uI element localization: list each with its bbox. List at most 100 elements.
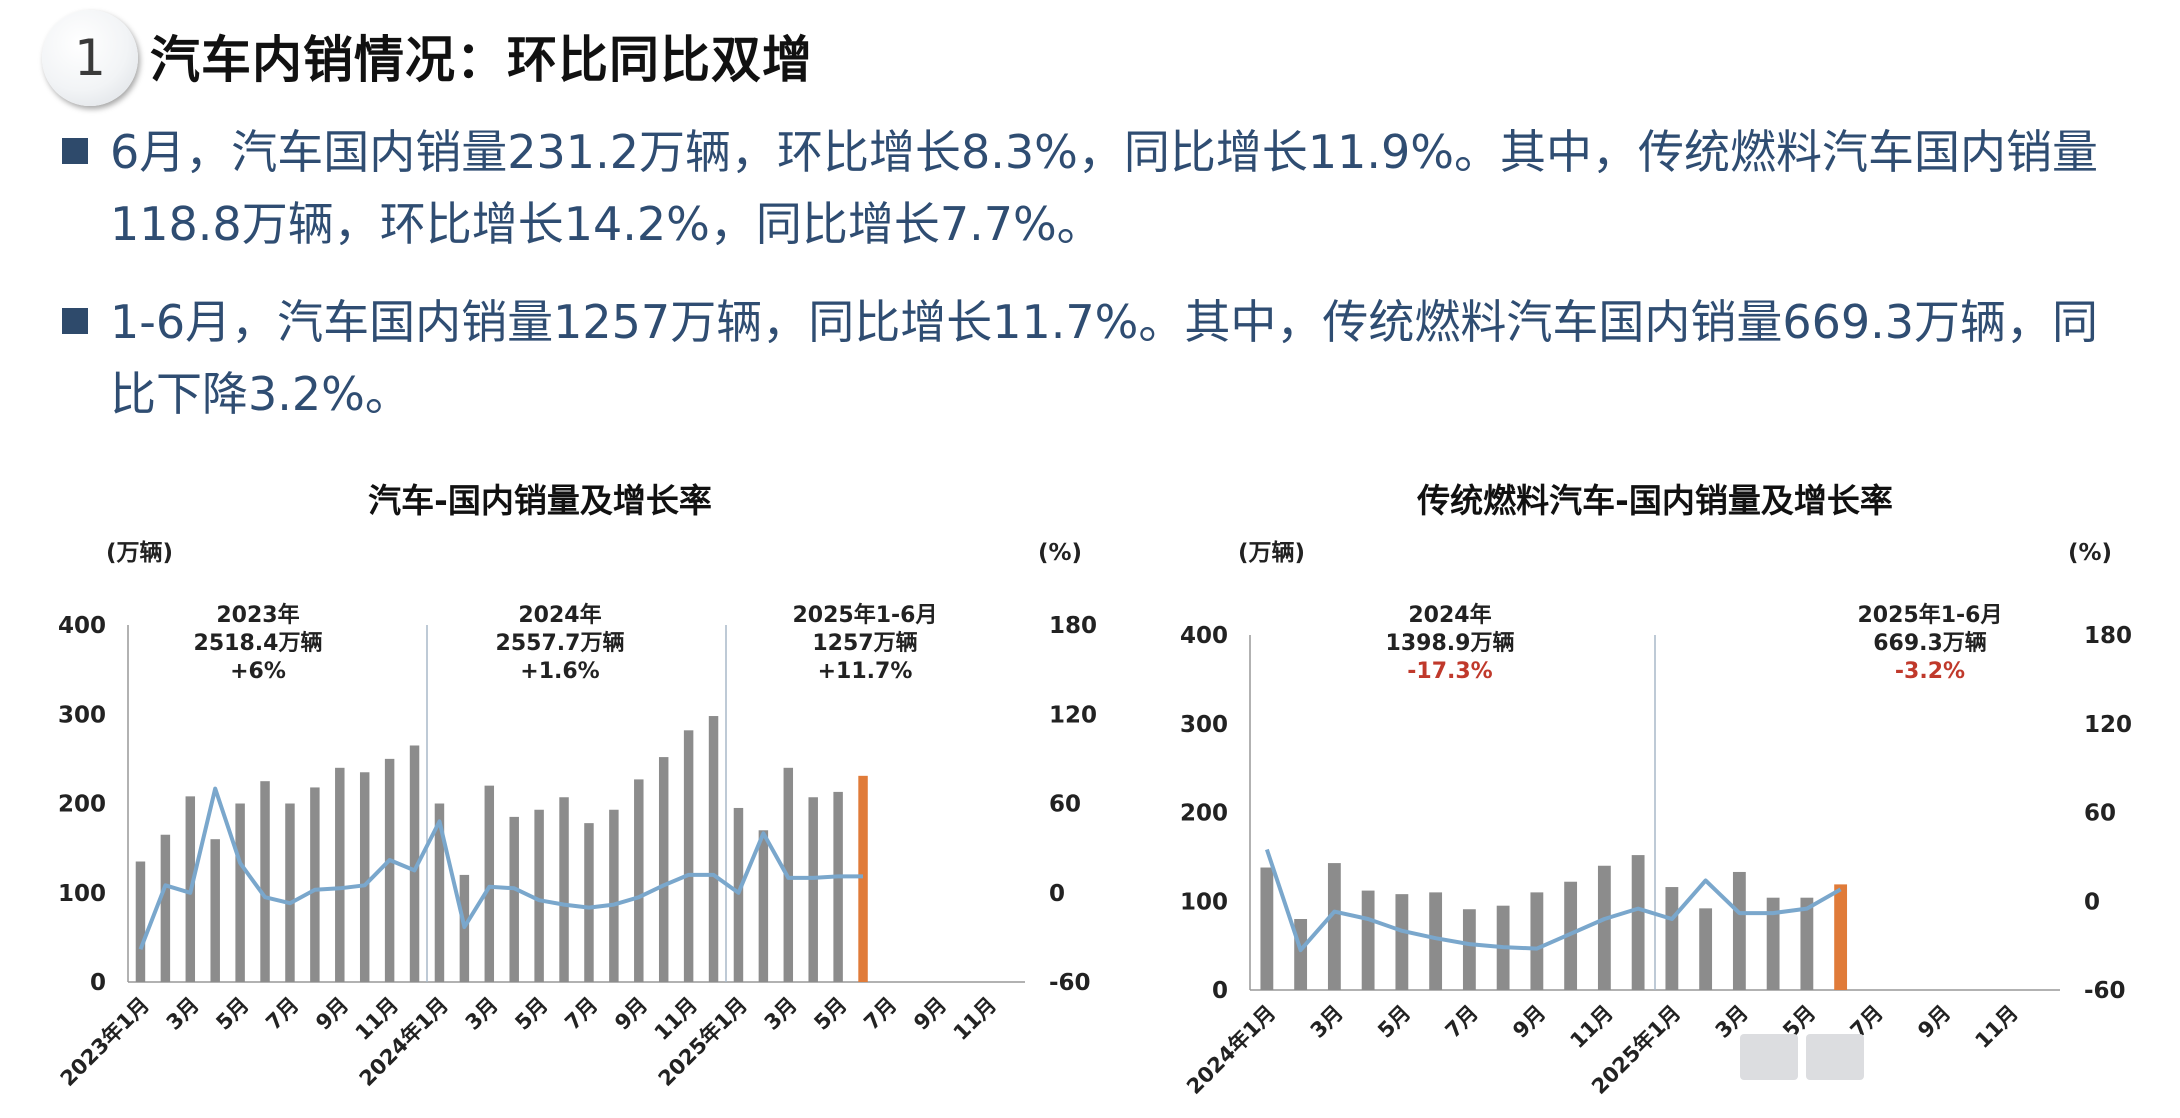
chart-title: 汽车-国内销量及增长率 (368, 481, 712, 520)
x-tick-label: 5月 (809, 993, 851, 1035)
bar-monthly-sales (808, 797, 818, 982)
y-tick-label: 0 (90, 970, 106, 996)
x-tick-label: 2024年1月 (1182, 1001, 1280, 1099)
annotation-year: 2025年1-6月 (793, 602, 938, 628)
x-tick-label: 11月 (1565, 1001, 1617, 1053)
x-tick-label: 11月 (949, 993, 1001, 1045)
y-tick-label: 100 (1180, 889, 1228, 915)
bar-latest-month (1834, 884, 1848, 990)
bar-monthly-sales (1766, 897, 1780, 990)
bullet-1-line-2: 118.8万辆，环比增长14.2%，同比增长7.7%。 (110, 197, 1103, 251)
bar-monthly-sales (1732, 871, 1746, 990)
y2-tick-label: 0 (2084, 889, 2100, 915)
y-tick-label: 300 (58, 702, 106, 728)
ui-overlay-button-2[interactable] (1806, 1034, 1864, 1080)
annotation-growth: -17.3% (1407, 659, 1492, 684)
bar-monthly-sales (1631, 855, 1645, 990)
bar-monthly-sales (235, 803, 245, 982)
x-tick-label: 3月 (760, 993, 802, 1035)
y-axis-unit-label: (万辆) (106, 540, 173, 566)
bar-monthly-sales (708, 716, 719, 982)
x-tick-label: 9月 (1508, 1001, 1550, 1043)
y-tick-label: 400 (58, 613, 106, 639)
annotation-growth: +11.7% (818, 659, 913, 684)
x-tick-label: 5月 (211, 993, 253, 1035)
chart-fuel-vehicle-sales: 传统燃料汽车-国内销量及增长率 (万辆) (%) 400 300 200 100 0 180 12… (1180, 481, 2132, 1099)
x-tick-label: 7月 (560, 993, 602, 1035)
y-tick-label: 300 (1180, 712, 1228, 738)
y2-tick-label: -60 (2084, 978, 2126, 1004)
y2-axis-unit-label: (%) (2068, 540, 2112, 566)
chart-title: 传统燃料汽车-国内销量及增长率 (1416, 481, 1893, 520)
x-tick-label: 7月 (859, 993, 901, 1035)
bar-monthly-sales (683, 730, 694, 982)
bar-monthly-sales (1294, 919, 1308, 990)
y2-tick-label: 180 (1049, 613, 1097, 639)
annotation-total: 2557.7万辆 (496, 630, 625, 656)
annotation-year: 2023年 (216, 602, 299, 628)
bar-monthly-sales (1800, 897, 1814, 990)
annotation-total: 669.3万辆 (1873, 630, 1987, 656)
x-tick-label: 9月 (311, 993, 353, 1035)
y2-tick-label: 180 (2084, 623, 2132, 649)
bullet-paragraph-2: 1-6月，汽车国内销量1257万辆，同比增长11.7%。其中，传统燃料汽车国内销… (110, 286, 2160, 430)
x-tick-label: 3月 (1306, 1001, 1348, 1043)
annotation-total: 1257万辆 (812, 630, 917, 656)
page-title: 汽车内销情况：环比同比双增 (150, 31, 813, 89)
bar-monthly-sales (384, 758, 395, 982)
bar-monthly-sales (1361, 890, 1375, 990)
y2-tick-label: 120 (2084, 712, 2132, 738)
bar-monthly-sales (135, 861, 146, 982)
y-tick-label: 400 (1180, 623, 1228, 649)
chart-domestic-sales: 汽车-国内销量及增长率 (万辆) (%) 400 300 200 100 0 180 120 60 0… (56, 481, 1097, 1091)
x-tick-label: 9月 (909, 993, 951, 1035)
bar-monthly-sales (559, 797, 569, 982)
y-tick-label: 100 (58, 881, 106, 907)
x-tick-label: 11月 (1970, 1001, 2022, 1053)
bar-monthly-sales (335, 767, 345, 982)
bar-monthly-sales (1665, 887, 1679, 990)
bar-monthly-sales (658, 757, 669, 982)
bar-monthly-sales (409, 745, 420, 982)
ui-overlay-button-1[interactable] (1740, 1034, 1798, 1080)
y-tick-label: 0 (1212, 978, 1228, 1004)
bullet-square-icon (62, 308, 88, 334)
section-number: 1 (74, 29, 106, 87)
bar-monthly-sales (584, 823, 594, 982)
bullet-2-line-1: 1-6月，汽车国内销量1257万辆，同比增长11.7%。其中，传统燃料汽车国内销… (110, 295, 2099, 349)
y2-tick-label: 60 (2084, 801, 2116, 827)
bar-monthly-sales (484, 785, 495, 982)
bar-monthly-sales (609, 809, 619, 982)
x-tick-label: 7月 (1441, 1001, 1483, 1043)
y-axis-unit-label: (万辆) (1238, 540, 1305, 566)
y-tick-label: 200 (58, 792, 106, 818)
bar-monthly-sales (1395, 894, 1409, 990)
bar-monthly-sales (160, 834, 171, 982)
bar-latest-month (858, 775, 868, 982)
bar-monthly-sales (359, 772, 370, 982)
bullet-2-line-2: 比下降3.2%。 (110, 367, 411, 421)
annotation-year: 2024年 (518, 602, 601, 628)
x-tick-label: 5月 (1373, 1001, 1415, 1043)
bar-monthly-sales (260, 781, 270, 982)
bar-monthly-sales (534, 809, 544, 982)
bar-monthly-sales (210, 839, 220, 982)
bar-monthly-sales (1429, 892, 1443, 990)
bar-monthly-sales (1327, 863, 1341, 990)
bar-monthly-sales (1699, 908, 1713, 990)
bar-monthly-sales (758, 830, 769, 982)
y2-tick-label: -60 (1049, 970, 1091, 996)
bullet-square-icon (62, 138, 88, 164)
annotation-growth: +6% (230, 659, 286, 684)
x-tick-label: 3月 (162, 993, 204, 1035)
bar-monthly-sales (285, 803, 295, 982)
x-tick-label: 5月 (510, 993, 552, 1035)
annotation-year: 2025年1-6月 (1858, 602, 2003, 628)
x-tick-label: 7月 (261, 993, 303, 1035)
bar-monthly-sales (1462, 909, 1476, 990)
y-tick-label: 200 (1180, 801, 1228, 827)
x-tick-label: 3月 (461, 993, 503, 1035)
bar-monthly-sales (634, 779, 644, 982)
y2-tick-label: 60 (1049, 792, 1081, 818)
annotation-year: 2024年 (1408, 602, 1491, 628)
